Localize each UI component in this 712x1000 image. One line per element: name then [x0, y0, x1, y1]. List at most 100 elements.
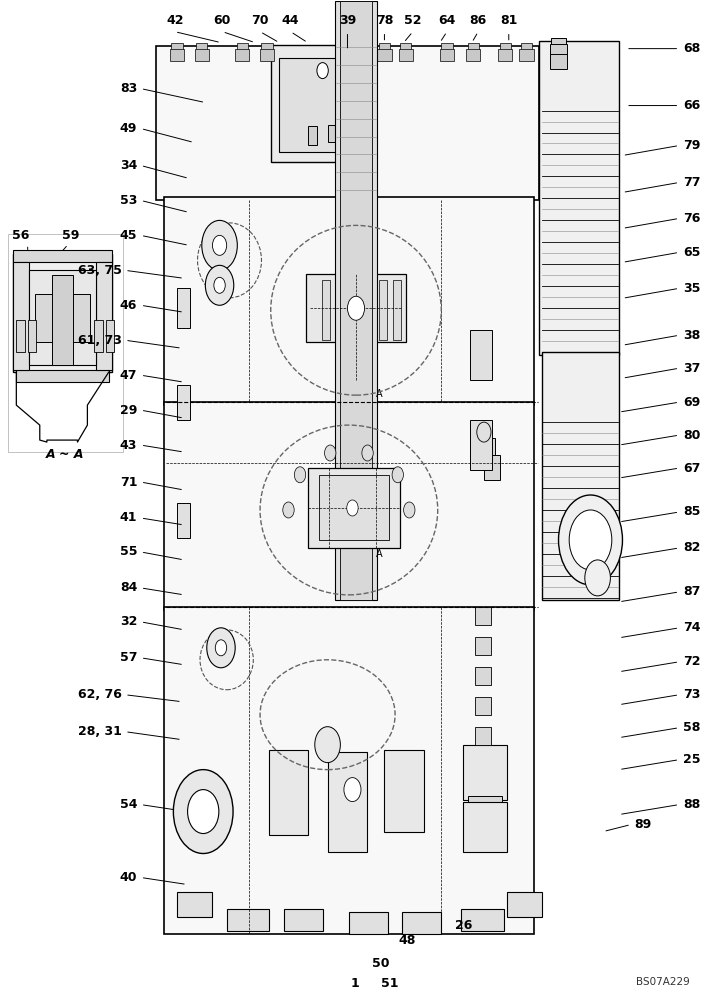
Bar — [539, 41, 619, 355]
Bar — [96, 262, 112, 370]
Bar — [463, 745, 507, 800]
Text: 32: 32 — [120, 615, 137, 628]
Text: 76: 76 — [683, 212, 701, 225]
Bar — [308, 468, 400, 548]
Bar — [484, 455, 500, 480]
Text: 41: 41 — [120, 511, 137, 524]
Bar — [16, 370, 109, 382]
Bar — [476, 637, 491, 655]
Bar — [322, 280, 330, 340]
Text: 82: 82 — [683, 541, 701, 554]
Bar — [235, 49, 249, 61]
Bar — [476, 697, 491, 715]
Bar — [164, 607, 534, 934]
Text: 43: 43 — [120, 439, 137, 452]
Bar — [14, 250, 112, 262]
Bar — [521, 43, 533, 51]
Bar — [194, 49, 209, 61]
Text: 78: 78 — [376, 14, 393, 27]
Text: 45: 45 — [120, 229, 137, 242]
Text: 69: 69 — [683, 396, 700, 409]
Bar — [550, 44, 567, 56]
Bar — [476, 607, 491, 625]
Circle shape — [404, 502, 415, 518]
Text: 44: 44 — [282, 14, 299, 27]
Bar — [507, 892, 542, 917]
Text: 55: 55 — [120, 545, 137, 558]
Text: 56: 56 — [12, 229, 29, 242]
Text: 40: 40 — [120, 871, 137, 884]
Circle shape — [585, 560, 610, 596]
Bar — [328, 125, 338, 142]
Text: 54: 54 — [120, 798, 137, 811]
Bar — [349, 912, 388, 934]
Bar — [542, 352, 619, 600]
Text: 65: 65 — [683, 246, 701, 259]
Bar — [52, 275, 73, 365]
Circle shape — [317, 63, 328, 79]
Circle shape — [477, 422, 491, 442]
Text: 64: 64 — [439, 14, 456, 27]
Bar — [164, 197, 534, 405]
Bar — [336, 280, 345, 340]
Text: 50: 50 — [372, 957, 389, 970]
Bar — [379, 280, 387, 340]
Text: 1: 1 — [350, 977, 359, 990]
Text: 57: 57 — [120, 651, 137, 664]
Text: 60: 60 — [214, 14, 231, 27]
Bar — [476, 667, 491, 685]
Text: 84: 84 — [120, 581, 137, 594]
Bar — [377, 49, 392, 61]
Bar — [340, 1, 372, 600]
Text: 52: 52 — [404, 14, 422, 27]
Bar — [350, 280, 359, 340]
Bar — [306, 274, 406, 342]
Bar — [470, 420, 493, 470]
Text: 39: 39 — [339, 14, 356, 27]
Text: 71: 71 — [120, 476, 137, 489]
Bar — [14, 262, 29, 370]
Bar — [290, 83, 355, 93]
Bar — [498, 49, 513, 61]
Circle shape — [187, 790, 219, 834]
Bar — [400, 43, 412, 51]
Text: 85: 85 — [683, 505, 701, 518]
Text: 73: 73 — [683, 688, 701, 701]
Bar — [399, 49, 413, 61]
Text: 79: 79 — [683, 139, 701, 152]
Bar — [476, 438, 496, 460]
Text: 81: 81 — [500, 14, 518, 27]
Text: 88: 88 — [683, 798, 700, 811]
Bar — [319, 475, 389, 540]
Circle shape — [206, 628, 235, 668]
Bar — [440, 49, 454, 61]
Text: 58: 58 — [683, 721, 701, 734]
Text: BS07A229: BS07A229 — [637, 977, 690, 987]
Bar — [283, 909, 323, 931]
Bar — [172, 43, 182, 51]
Text: 70: 70 — [251, 14, 269, 27]
Text: 29: 29 — [120, 404, 137, 417]
Text: 53: 53 — [120, 194, 137, 207]
Bar — [8, 234, 123, 452]
Text: 87: 87 — [683, 585, 701, 598]
Text: 63, 75: 63, 75 — [78, 264, 122, 277]
Bar — [379, 43, 390, 51]
Text: 48: 48 — [399, 934, 416, 947]
Bar — [177, 288, 189, 328]
Text: 89: 89 — [634, 818, 651, 831]
Text: 77: 77 — [683, 176, 701, 189]
Text: 80: 80 — [683, 429, 701, 442]
Bar — [550, 54, 567, 69]
Bar — [260, 49, 274, 61]
Bar — [470, 330, 493, 380]
Circle shape — [294, 467, 305, 483]
Bar — [177, 385, 189, 420]
Circle shape — [201, 220, 237, 270]
Bar — [196, 43, 207, 51]
Text: 72: 72 — [683, 655, 701, 668]
Text: 59: 59 — [62, 229, 79, 242]
Bar — [520, 49, 534, 61]
Bar — [393, 280, 402, 340]
Bar — [156, 46, 539, 200]
